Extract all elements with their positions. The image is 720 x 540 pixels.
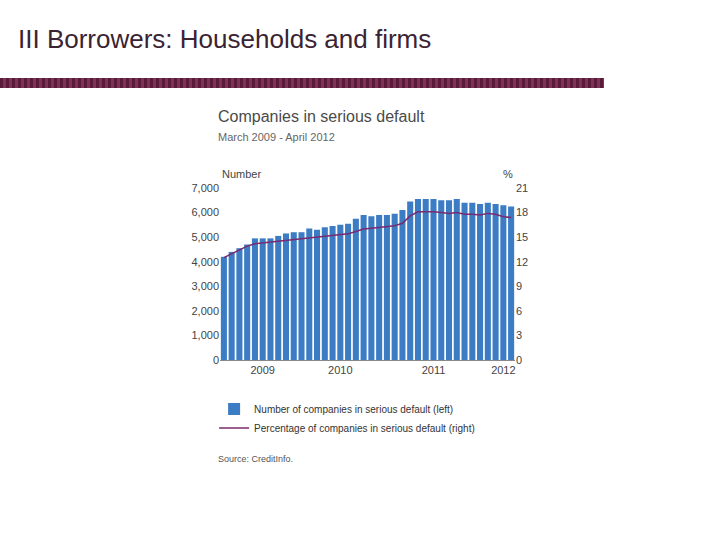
svg-text:2012: 2012 [491,364,515,376]
svg-text:0: 0 [213,354,219,366]
svg-text:15: 15 [516,231,528,243]
svg-text:5,000: 5,000 [191,231,219,243]
svg-text:3,000: 3,000 [191,280,219,292]
svg-text:6: 6 [516,305,522,317]
html-text:III Borrowers: Households and: III Borrowers: Households and firms [18,24,432,54]
svg-text:Number of companies in serious: Number of companies in serious default (… [254,404,453,415]
svg-text:12: 12 [516,256,528,268]
svg-text:9: 9 [516,280,522,292]
svg-text:Number: Number [222,168,261,180]
svg-text:18: 18 [516,206,528,218]
svg-text:0: 0 [516,354,522,366]
svg-text:%: % [503,168,513,180]
svg-text:6,000: 6,000 [191,206,219,218]
svg-text:3: 3 [516,329,522,341]
svg-text:Percentage of companies in ser: Percentage of companies in serious defau… [254,423,475,434]
html-text:March 2009 - April 2012: March 2009 - April 2012 [218,131,335,143]
svg-text:1,000: 1,000 [191,329,219,341]
svg-text:2010: 2010 [328,364,352,376]
svg-text:7,000: 7,000 [191,182,219,194]
html-text:Companies in serious default: Companies in serious default [218,108,425,125]
svg-text:2009: 2009 [250,364,274,376]
svg-text:4,000: 4,000 [191,256,219,268]
html-text:Source: CreditInfo.: Source: CreditInfo. [218,454,293,464]
svg-text:2011: 2011 [422,364,446,376]
svg-text:21: 21 [516,182,528,194]
svg-text:2,000: 2,000 [191,305,219,317]
